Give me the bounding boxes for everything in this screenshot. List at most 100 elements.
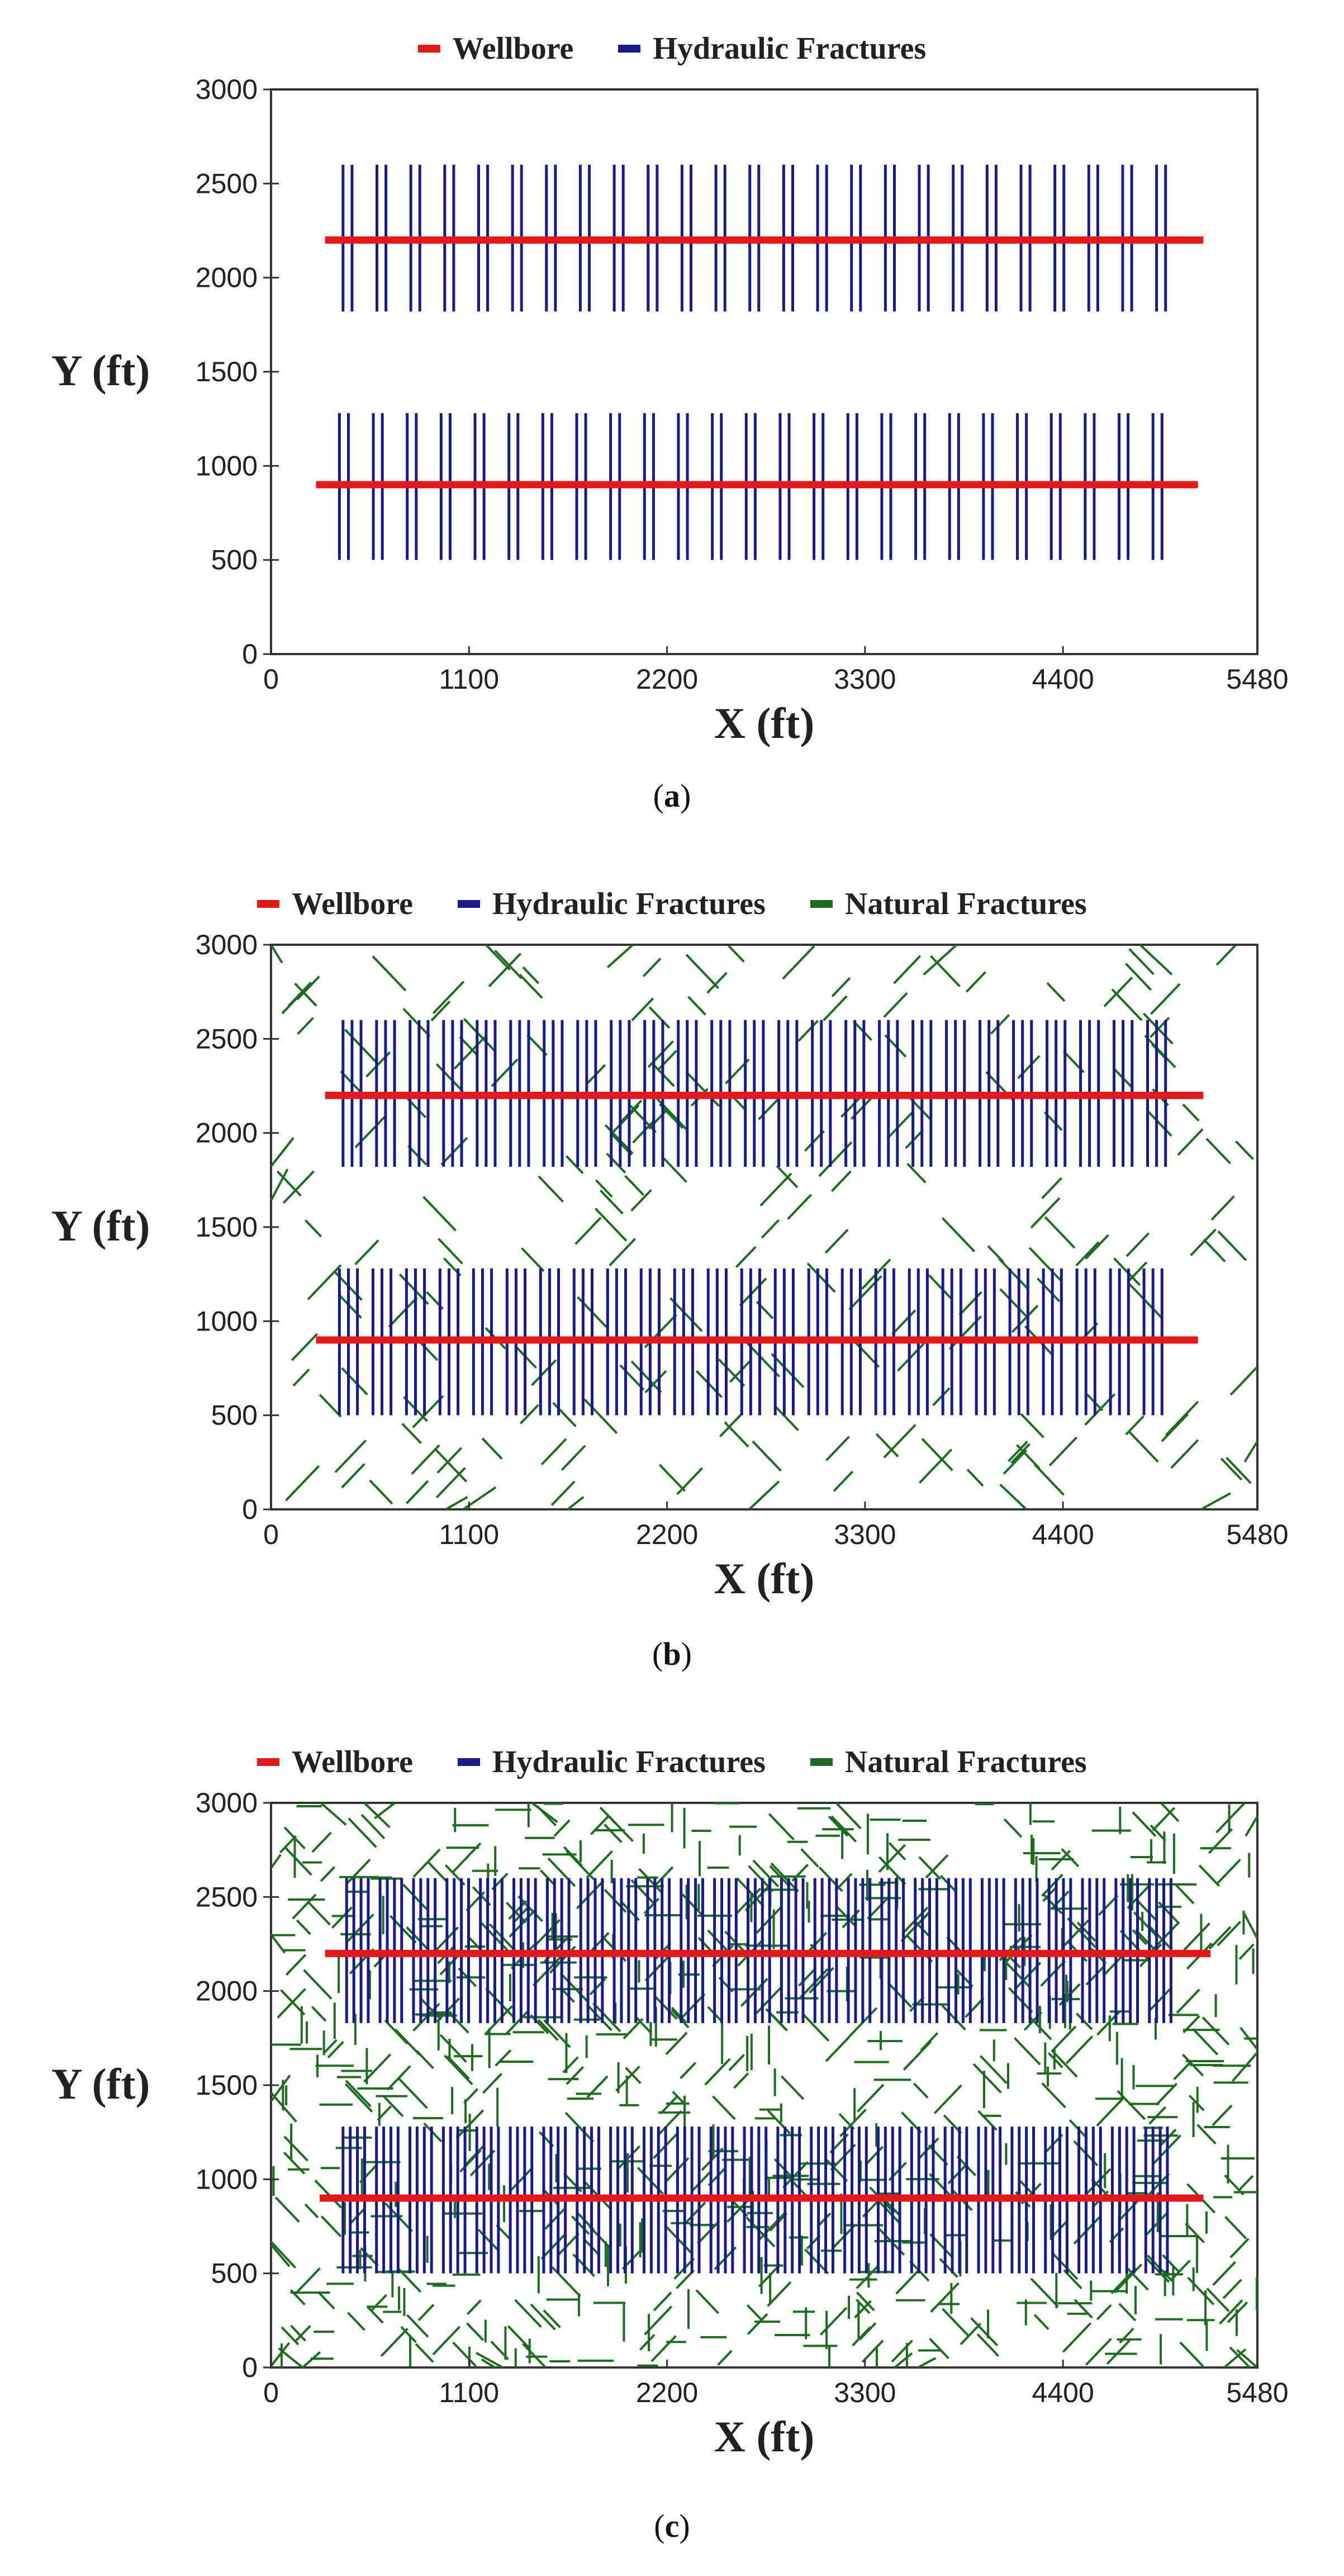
- natural-fracture: [274, 2196, 300, 2223]
- y-tick-label: 0: [242, 2352, 258, 2383]
- natural-fracture: [768, 1813, 795, 1841]
- natural-fracture: [322, 2039, 338, 2054]
- natural-fracture: [966, 1469, 984, 1487]
- natural-fracture: [878, 2200, 900, 2224]
- natural-fracture: [295, 2325, 311, 2342]
- natural-fracture: [488, 953, 522, 988]
- natural-fracture: [642, 958, 662, 977]
- natural-fracture: [644, 1953, 672, 1982]
- natural-fracture: [427, 1861, 448, 1882]
- natural-fracture: [1236, 2349, 1258, 2369]
- natural-fracture: [506, 1901, 527, 1924]
- natural-fracture: [825, 1436, 850, 1461]
- natural-fracture: [595, 1179, 613, 1198]
- natural-fracture: [288, 981, 312, 1007]
- natural-fracture: [787, 1194, 813, 1220]
- chart-a: 0 1100 2200 3300 4400 5480 0 500 1000 1500 2000 250…: [51, 74, 1289, 747]
- natural-fracture: [292, 1368, 310, 1387]
- natural-fracture: [979, 2055, 1008, 2084]
- natural-fracture: [345, 2080, 372, 2108]
- x-tick-label: 2200: [636, 664, 698, 695]
- y-tick-label: 2000: [196, 1976, 258, 2007]
- natural-fracture: [1020, 1413, 1044, 1438]
- natural-fracture: [1226, 1457, 1252, 1484]
- natural-fracture: [965, 971, 986, 993]
- natural-fracture: [930, 955, 961, 987]
- natural-fracture: [1014, 2037, 1041, 2066]
- legend-item-hydraulic: Hydraulic Fractures: [457, 886, 766, 922]
- natural-fracture: [654, 1996, 678, 2020]
- x-tick-label: 1100: [439, 664, 500, 695]
- natural-fracture: [759, 1172, 792, 1206]
- panel-b: Wellbore Hydraulic Fractures Natural Fra…: [0, 855, 1344, 1705]
- natural-fracture: [521, 1247, 545, 1272]
- y-tick-label: 2000: [196, 262, 258, 293]
- natural-fracture: [1074, 2299, 1093, 2319]
- natural-fracture: [1238, 2175, 1254, 2191]
- natural-fracture: [1085, 2337, 1112, 2366]
- natural-fracture: [886, 1111, 914, 1139]
- natural-fracture: [782, 945, 815, 980]
- natural-fracture: [1065, 2035, 1094, 2064]
- legend-item-natural: Natural Fractures: [810, 1744, 1087, 1780]
- natural-fracture: [1076, 1921, 1096, 1942]
- natural-fracture: [800, 1848, 819, 1868]
- natural-fracture: [1046, 982, 1066, 1002]
- natural-fracture: [1245, 1816, 1258, 1837]
- natural-fracture: [436, 1063, 464, 1092]
- natural-fracture: [586, 2003, 612, 2032]
- natural-fracture: [806, 1262, 836, 1293]
- natural-fracture: [544, 2208, 566, 2230]
- natural-fracture: [422, 1196, 457, 1232]
- x-tick-label: 1100: [439, 1519, 500, 1550]
- natural-fracture: [280, 1989, 306, 2016]
- natural-fracture: [374, 1802, 396, 1820]
- natural-fracture: [928, 1274, 953, 1301]
- natural-fracture: [1152, 1807, 1175, 1831]
- natural-fracture: [1206, 2288, 1230, 2312]
- natural-fracture: [906, 1163, 927, 1183]
- natural-fracture: [1161, 1413, 1189, 1442]
- natural-fracture: [834, 1873, 853, 1892]
- x-tick-label: 2200: [636, 2377, 698, 2408]
- natural-fracture: [388, 1296, 418, 1328]
- natural-fracture: [728, 2054, 745, 2071]
- natural-fracture: [1190, 1228, 1217, 1257]
- natural-fracture: [631, 997, 654, 1021]
- natural-fracture: [567, 1496, 585, 1510]
- natural-fracture: [895, 2269, 920, 2295]
- natural-fracture: [717, 2350, 733, 2366]
- natural-fracture: [607, 1814, 634, 1843]
- caption-b: (b): [652, 1636, 692, 1672]
- natural-fracture: [830, 1170, 852, 1192]
- natural-fracture: [856, 2264, 880, 2289]
- natural-fracture: [1158, 1901, 1179, 1924]
- natural-fracture: [825, 2036, 850, 2062]
- natural-fracture: [804, 2248, 829, 2275]
- natural-fracture: [467, 2299, 482, 2315]
- natural-fracture: [1192, 2028, 1219, 2056]
- legend-label-hydraulic: Hydraulic Fractures: [653, 31, 927, 66]
- natural-fracture: [712, 2095, 736, 2120]
- natural-fracture: [1215, 1802, 1245, 1834]
- natural-fracture: [563, 1846, 583, 1867]
- natural-fracture: [719, 1413, 743, 1438]
- natural-fracture: [1200, 1492, 1232, 1510]
- natural-fracture: [1062, 2322, 1092, 2353]
- natural-fracture: [1182, 1103, 1200, 1122]
- natural-fracture: [311, 2006, 327, 2022]
- natural-fracture: [752, 1440, 782, 1472]
- natural-fracture: [270, 1137, 295, 1167]
- natural-fracture: [918, 1856, 942, 1880]
- y-tick-label: 3000: [196, 1787, 258, 1819]
- natural-fracture: [1110, 2267, 1137, 2294]
- natural-fracture: [1044, 1216, 1076, 1249]
- natural-fracture: [887, 1981, 913, 2008]
- natural-fracture: [1174, 1883, 1195, 1905]
- natural-fracture: [657, 2110, 682, 2136]
- natural-fracture: [1229, 2346, 1251, 2369]
- natural-fracture: [1198, 1864, 1220, 1887]
- natural-fracture: [270, 2075, 291, 2102]
- natural-fracture: [530, 2014, 549, 2034]
- natural-fracture: [531, 1802, 558, 1823]
